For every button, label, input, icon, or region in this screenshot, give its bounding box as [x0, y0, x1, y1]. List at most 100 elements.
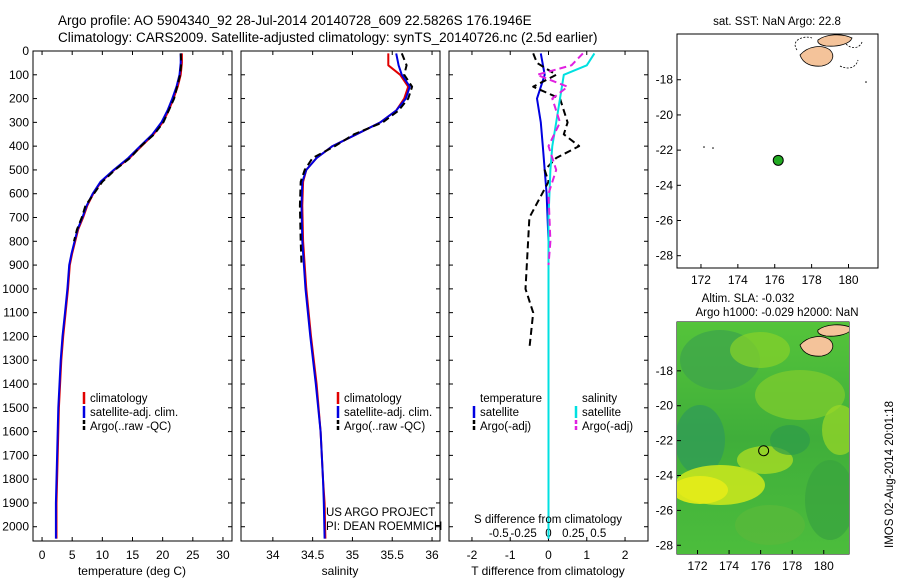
x-tick-label: 20: [156, 548, 170, 562]
vanua-levu-land: [817, 34, 853, 47]
header-line2: Climatology: CARS2009. Satellite-adjuste…: [58, 30, 598, 45]
depth-tick-label: 1700: [2, 448, 29, 462]
map-y-tick-label: -24: [656, 469, 674, 483]
map-y-tick-label: -28: [656, 249, 674, 263]
vanua-levu-land: [817, 324, 849, 337]
sla-map-panel: Altim. SLA: -0.032 Argo h1000: -0.029 h2…: [656, 293, 859, 573]
x-tick-label: 34.5: [301, 548, 325, 562]
sst-map-ticks: 172 174 176 178 180 -18 -20 -22 -24 -26 -28: [656, 73, 859, 287]
legend-label-argo: Argo(..raw -QC): [90, 421, 171, 433]
legend-label-temp-satellite: satellite: [480, 407, 519, 419]
legend-label-satellite: satellite-adj. clim.: [344, 407, 432, 419]
temperature-panel: 0100200300400500600700800900100011001200…: [2, 44, 233, 578]
map-x-tick-label: 180: [838, 273, 858, 287]
map-x-tick-label: 174: [719, 559, 739, 573]
depth-tick-label: 1000: [2, 282, 29, 296]
salinity-legend: climatology satellite-adj. clim. Argo(..…: [336, 392, 432, 433]
depth-tick-label: 600: [9, 187, 29, 201]
sla-map-subtitle: Argo h1000: -0.029 h2000: NaN: [695, 307, 858, 319]
x-tick-label: 10: [96, 548, 110, 562]
x-tick-label: 36: [425, 548, 439, 562]
project-annotation: US ARGO PROJECT: [326, 507, 435, 519]
temperature-xlabel: temperature (deg C): [78, 564, 186, 578]
map-y-tick-label: -20: [656, 108, 674, 122]
map-x-tick-label: 178: [802, 273, 822, 287]
t-difference-label: T difference from climatology: [471, 564, 625, 578]
depth-tick-label: 800: [9, 234, 29, 248]
depth-tick-label: 1800: [2, 472, 29, 486]
legend-label-climatology: climatology: [90, 393, 148, 405]
legend-label-sal-satellite: satellite: [582, 407, 621, 419]
x-tick-label: -1: [505, 548, 516, 562]
depth-tick-label: 1200: [2, 329, 29, 343]
x-tick-label: 15: [126, 548, 140, 562]
depth-tick-label: 100: [9, 68, 29, 82]
series-line-temperature-argo-adj: [524, 53, 581, 349]
fiji-land: [799, 336, 834, 357]
argo-position-marker: [772, 154, 784, 166]
map-x-tick-label: 174: [728, 273, 748, 287]
map-y-tick-label: -28: [656, 538, 674, 552]
series-line-argo-raw-qc: [73, 53, 183, 242]
argo-position-marker: [758, 445, 770, 457]
top-tick-label: -0.25: [511, 528, 537, 540]
map-y-tick-label: -22: [656, 143, 674, 157]
reef-dot: [703, 146, 705, 148]
difference-x-ticks: -2 -1 0 1 2: [449, 50, 648, 562]
depth-tick-label: 700: [9, 211, 29, 225]
salinity-panel-frame: [240, 50, 441, 542]
salinity-panel: 34 34.5 35 35.5 36 salinity climatology sate…: [240, 50, 442, 578]
legend-title-salinity: salinity: [582, 393, 617, 405]
x-tick-label: 35.5: [381, 548, 405, 562]
imos-timestamp: IMOS 02-Aug-2014 20:01:18: [884, 401, 896, 548]
legend-title-temperature: temperature: [480, 393, 542, 405]
legend-label-argo: Argo(..raw -QC): [344, 421, 425, 433]
depth-tick-label: 2000: [2, 520, 29, 534]
legend-label-sal-argo: Argo(-adj): [582, 421, 633, 433]
temperature-legend: climatology satellite-adj. clim. Argo(..…: [82, 392, 178, 433]
sst-map-title: sat. SST: NaN Argo: 22.8: [713, 16, 841, 28]
header-line1: Argo profile: AO 5904340_92 28-Jul-2014 …: [58, 13, 532, 28]
top-tick-label: 0.25: [562, 528, 584, 540]
depth-tick-labels: 0 100 200 300 400 500 600 700 800 900 1000 1100 1200…: [2, 44, 29, 534]
depth-tick-label: 1400: [2, 377, 29, 391]
difference-panel: -2 -1 0 1 2 -0.5 -0.25 0 0.25 0.5 S difference f…: [448, 50, 649, 578]
x-tick-label: 2: [622, 548, 629, 562]
temperature-x-ticks: 0 5 10 15 20 25 30: [33, 50, 232, 562]
map-y-tick-label: -18: [656, 73, 674, 87]
depth-tick-label: 1900: [2, 496, 29, 510]
map-y-tick-label: -26: [656, 503, 674, 517]
reef-dot: [712, 147, 714, 149]
sla-map-title: Altim. SLA: -0.032: [702, 293, 795, 305]
series-line-argo-raw-qc: [298, 53, 414, 266]
depth-tick-label: 200: [9, 92, 29, 106]
depth-tick-label: 400: [9, 139, 29, 153]
map-y-tick-label: -20: [656, 399, 674, 413]
map-x-tick-label: 172: [687, 559, 707, 573]
difference-legend: temperature satellite Argo(-adj) salinit…: [472, 393, 633, 433]
x-tick-label: 1: [583, 548, 590, 562]
x-tick-label: 25: [186, 548, 200, 562]
map-x-tick-label: 178: [782, 559, 802, 573]
map-x-tick-label: 180: [814, 559, 834, 573]
depth-tick-label: 0: [22, 44, 29, 58]
reef-outline: [794, 36, 863, 69]
series-line-satellite-adj-clim: [300, 53, 411, 539]
depth-tick-label: 300: [9, 115, 29, 129]
sla-heatmap: [677, 322, 849, 554]
series-line-salinity-argo-adj: [536, 52, 584, 266]
sla-map-ticks: 172 174 176 178 180 -18 -20 -22 -24 -26 -28: [656, 364, 834, 573]
depth-tick-label: 1100: [3, 306, 29, 320]
legend-label-satellite: satellite-adj. clim.: [90, 407, 178, 419]
x-tick-label: 0: [39, 548, 46, 562]
map-y-tick-label: -24: [656, 178, 674, 192]
map-y-tick-label: -26: [656, 213, 674, 227]
depth-tick-label: 1500: [2, 401, 29, 415]
depth-tick-label: 900: [9, 258, 29, 272]
depth-tick-label: 500: [9, 163, 29, 177]
reef-dot: [865, 81, 867, 83]
top-tick-label: 0.5: [590, 528, 606, 540]
x-tick-label: 30: [216, 548, 230, 562]
map-y-tick-label: -18: [656, 364, 674, 378]
